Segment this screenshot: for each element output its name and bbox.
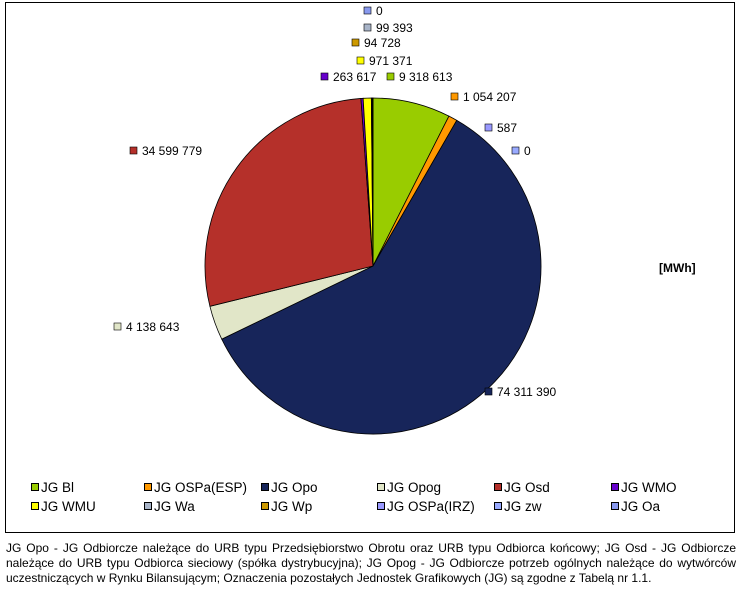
data-label-swatch xyxy=(386,72,395,81)
legend-swatch xyxy=(31,483,39,491)
data-label-text: 4 138 643 xyxy=(126,320,180,334)
legend-swatch xyxy=(611,483,619,491)
legend-swatch xyxy=(377,483,385,491)
data-label-swatch xyxy=(129,146,138,155)
data-label-swatch xyxy=(356,56,365,65)
legend-label: JG OSPa(ESP) xyxy=(154,480,248,495)
data-label-swatch xyxy=(511,146,520,155)
legend-label: JG Opog xyxy=(387,480,442,495)
data-label-text: 0 xyxy=(524,144,531,158)
legend-label: JG WMO xyxy=(621,480,677,495)
legend-swatch xyxy=(494,483,502,491)
legend-swatch xyxy=(144,483,152,491)
data-label-swatch xyxy=(363,23,372,32)
data-label: 587 xyxy=(484,121,517,135)
data-label-swatch xyxy=(363,6,372,15)
data-label: 1 054 207 xyxy=(450,90,517,104)
legend-swatch xyxy=(377,502,385,510)
legend-label: JG WMU xyxy=(41,499,96,514)
data-label-text: 971 371 xyxy=(369,54,413,68)
legend-label: JG Wa xyxy=(154,499,195,514)
data-label: 99 393 xyxy=(363,21,413,35)
data-label: 74 311 390 xyxy=(484,385,556,399)
chart-caption: JG Opo - JG Odbiorcze należące do URB ty… xyxy=(6,541,736,585)
legend-label: JG Opo xyxy=(271,480,318,495)
data-label-swatch xyxy=(113,322,122,331)
data-label: 9 318 613 xyxy=(386,70,453,84)
data-label: 0 xyxy=(363,4,383,18)
data-label-swatch xyxy=(484,387,493,396)
chart-frame: 9 318 613 1 054 207 74 311 390 4 138 643 34 … xyxy=(5,2,735,533)
legend-label: JG Oa xyxy=(621,499,661,514)
legend-label: JG OSPa(IRZ) xyxy=(387,499,475,514)
legend-label: JG zw xyxy=(504,499,542,514)
legend-swatch xyxy=(261,502,269,510)
data-label-swatch xyxy=(320,72,329,81)
legend-label: JG Osd xyxy=(504,480,550,495)
legend-label: JG Wp xyxy=(271,499,313,514)
data-label-text: 34 599 779 xyxy=(142,144,202,158)
unit-label: [MWh] xyxy=(659,261,696,275)
data-label-text: 587 xyxy=(497,121,517,135)
data-label-swatch xyxy=(351,38,360,47)
legend-swatch xyxy=(144,502,152,510)
legend-swatch xyxy=(261,483,269,491)
data-label-text: 263 617 xyxy=(333,70,377,84)
pie-slice-jg-osd xyxy=(204,98,374,307)
data-label-text: 9 318 613 xyxy=(399,70,453,84)
data-label: 94 728 xyxy=(351,36,401,50)
legend-swatch xyxy=(611,502,619,510)
data-label: 0 xyxy=(511,144,531,158)
data-label: 263 617 xyxy=(320,70,377,84)
legend-swatch xyxy=(494,502,502,510)
pie-chart: 9 318 613 1 054 207 74 311 390 4 138 643 34 … xyxy=(113,4,556,435)
data-label: 34 599 779 xyxy=(129,144,202,158)
data-label: 971 371 xyxy=(356,54,413,68)
data-label-text: 99 393 xyxy=(376,21,413,35)
data-label-text: 94 728 xyxy=(364,36,401,50)
data-label-swatch xyxy=(450,92,459,101)
data-label: 4 138 643 xyxy=(113,320,180,334)
legend-label: JG Bl xyxy=(41,480,75,495)
data-label-text: 74 311 390 xyxy=(497,385,556,399)
data-label-text: 1 054 207 xyxy=(463,90,517,104)
data-label-swatch xyxy=(484,123,493,132)
legend-swatch xyxy=(31,502,39,510)
data-label-text: 0 xyxy=(376,4,383,18)
